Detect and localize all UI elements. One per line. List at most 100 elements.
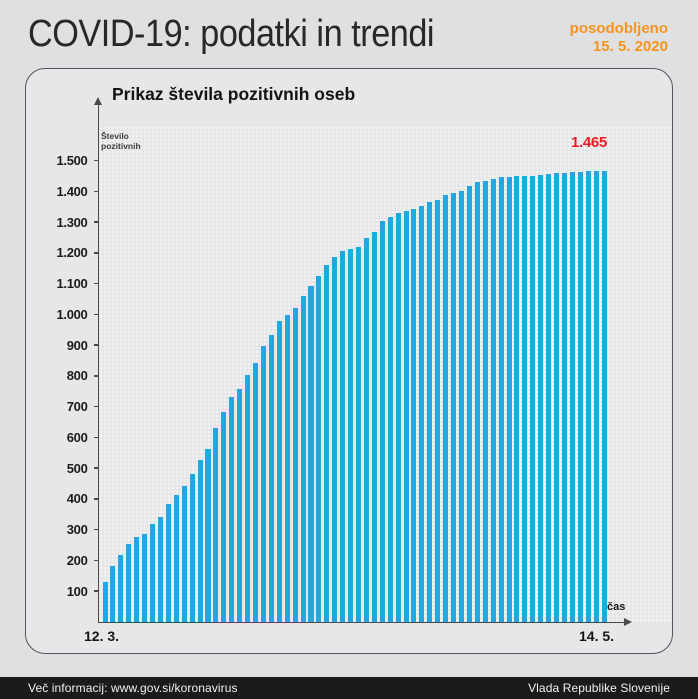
bar <box>538 174 544 622</box>
y-tick-mark <box>93 159 99 162</box>
bar <box>205 449 211 622</box>
y-tick-label: 600 <box>66 429 88 445</box>
y-tick-mark <box>93 344 99 346</box>
y-tick-mark <box>93 436 99 439</box>
y-tick-label: 900 <box>66 337 88 353</box>
y-tick-mark <box>93 467 99 469</box>
y-tick-label: 200 <box>66 552 88 568</box>
y-tick-mark <box>93 190 99 193</box>
y-tick-label: 1.300 <box>56 214 88 230</box>
y-tick-mark <box>93 252 99 254</box>
bar <box>181 486 187 622</box>
bar <box>110 566 116 622</box>
y-tick-mark <box>93 221 99 223</box>
y-tick-label: 700 <box>66 399 88 415</box>
y-axis-title-line1: Število <box>101 131 129 141</box>
bar <box>435 199 441 622</box>
bar <box>300 296 306 622</box>
bar <box>308 286 314 622</box>
y-tick-label: 800 <box>66 368 88 384</box>
x-axis-line <box>97 621 626 623</box>
bar <box>253 363 259 622</box>
bar <box>363 238 369 622</box>
bar <box>142 534 148 622</box>
bar <box>268 334 274 622</box>
y-axis-line <box>97 104 99 622</box>
bar <box>561 172 567 622</box>
bar <box>324 265 330 622</box>
y-tick-mark <box>93 498 99 500</box>
bar <box>427 201 433 622</box>
y-tick-label: 1.100 <box>56 276 88 292</box>
footer-government-label: Vlada Republike Slovenije <box>528 681 670 695</box>
bar <box>292 307 298 622</box>
y-tick: 800 <box>36 368 99 384</box>
bar <box>379 220 385 622</box>
bars-group <box>102 161 607 622</box>
bar <box>126 544 132 622</box>
bar <box>490 179 496 622</box>
bar <box>340 251 346 622</box>
bar <box>173 494 179 622</box>
bar <box>593 171 599 622</box>
y-tick: 1.500 <box>36 153 99 168</box>
bar <box>118 554 124 622</box>
bar <box>482 180 488 622</box>
bar <box>260 346 266 622</box>
y-tick-label: 300 <box>66 522 88 538</box>
bar <box>189 474 195 622</box>
bar <box>522 175 528 622</box>
bar <box>165 504 171 622</box>
y-tick-mark <box>93 590 99 592</box>
y-tick: 400 <box>36 491 99 507</box>
bar <box>546 173 552 622</box>
y-axis-title: Število pozitivnih <box>101 131 141 151</box>
y-tick: 300 <box>36 522 99 538</box>
footer-info-link: Več informacij: www.gov.si/koronavirus <box>28 681 238 695</box>
y-tick: 1.000 <box>36 307 99 322</box>
bar <box>419 205 425 622</box>
bar <box>197 459 203 622</box>
y-tick: 100 <box>36 583 99 599</box>
y-tick: 1.100 <box>36 276 99 292</box>
y-tick: 1.300 <box>36 214 99 230</box>
bar <box>229 397 235 622</box>
bar <box>395 212 401 622</box>
y-tick-mark <box>93 375 99 377</box>
x-axis-arrow-icon <box>624 618 632 626</box>
y-axis-arrow-icon <box>94 97 102 105</box>
bar <box>316 276 322 622</box>
y-tick: 1.200 <box>36 245 99 261</box>
y-tick-mark <box>93 559 99 562</box>
bar <box>387 216 393 622</box>
bar <box>585 171 591 622</box>
bar <box>498 177 504 622</box>
bar <box>411 208 417 622</box>
bar <box>443 194 449 622</box>
y-tick: 500 <box>36 461 99 476</box>
y-tick-mark <box>93 282 99 285</box>
bar <box>451 192 457 622</box>
y-tick-mark <box>93 405 99 408</box>
bar <box>213 427 219 622</box>
bar <box>276 321 282 622</box>
y-tick-mark <box>93 528 99 531</box>
y-tick-label: 100 <box>66 583 88 599</box>
y-tick-label: 400 <box>66 491 88 507</box>
x-axis-start-label: 12. 3. <box>84 628 120 644</box>
updated-label: posodobljeno <box>569 20 668 37</box>
y-tick-mark <box>93 313 99 316</box>
y-ticks: 100 200 300 400 500 600 700 800 900 1.000 1.100 1.2… <box>36 153 99 623</box>
updated-info: posodobljeno 15. 5. 2020 <box>570 20 668 56</box>
y-tick: 1.400 <box>36 184 99 199</box>
y-tick-label: 1.200 <box>56 245 88 261</box>
bar <box>371 231 377 622</box>
page-title: COVID-19: podatki in trendi <box>28 13 435 55</box>
updated-date: 15. 5. 2020 <box>592 38 668 55</box>
x-axis-end-label: 14. 5. <box>579 628 615 644</box>
y-tick: 700 <box>36 399 99 415</box>
bar <box>356 246 362 622</box>
y-tick-label: 1.500 <box>56 153 88 168</box>
bar <box>102 581 108 622</box>
bar <box>530 175 536 622</box>
